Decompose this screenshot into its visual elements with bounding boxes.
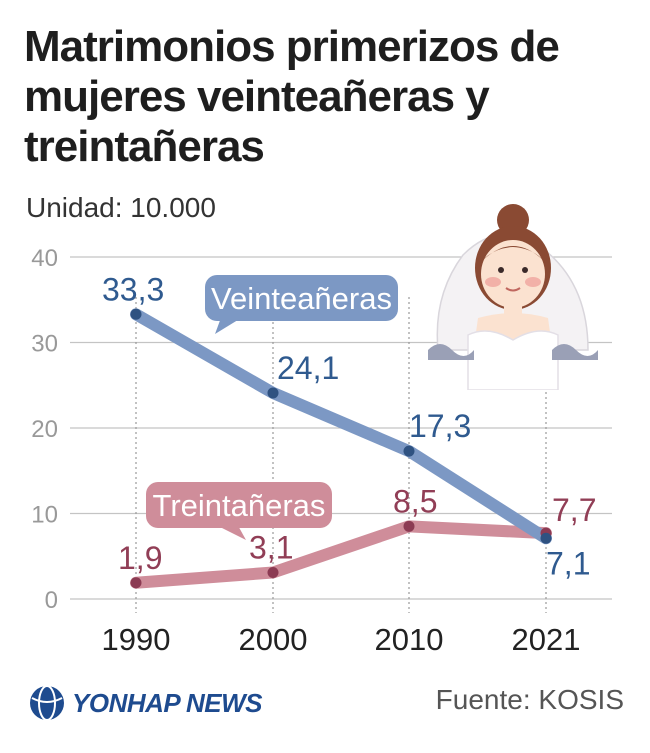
chart-title: Matrimonios primerizos de mujeres veinte… [24,22,634,172]
data-point [403,445,415,457]
legend-veinteaneras-label: Veinteañeras [211,281,392,316]
legend-treintaneras-box [146,482,332,528]
data-point [130,577,142,589]
x-tick-label: 1990 [102,622,171,657]
title-line-3: treintañeras [24,122,265,171]
y-tick-label: 0 [45,587,58,614]
data-label: 8,5 [393,483,437,519]
data-point [130,308,142,320]
data-label: 7,1 [546,545,590,581]
data-label: 24,1 [277,350,339,386]
yonhap-logo: YONHAP NEWS [28,682,263,724]
data-point [403,520,415,532]
data-point [267,387,279,399]
data-label: 1,9 [118,540,162,576]
y-tick-label: 40 [31,245,58,272]
data-label: 17,3 [409,408,471,444]
title-line-2: mujeres veinteañeras y [24,72,490,121]
data-label: 33,3 [102,271,164,307]
line-chart: 0 10 20 30 40 1990 2000 2010 2021 33,3 24,1 17,3 7,1… [31,245,612,657]
data-label: 7,7 [552,492,596,528]
legend-treintaneras-tail [210,522,246,540]
legend-treintaneras-label: Treintañeras [153,488,326,523]
data-point [267,566,279,578]
globe-icon [30,685,64,721]
y-tick-label: 30 [31,331,58,358]
unit-label: Unidad: 10.000 [26,192,216,223]
source-label: Fuente: KOSIS [435,684,624,715]
bride-illustration [428,204,598,390]
x-tick-label: 2021 [512,622,581,657]
x-tick-label: 2010 [375,622,444,657]
y-tick-label: 10 [31,502,58,529]
x-tick-label: 2000 [239,622,308,657]
legend-veinteaneras-box [205,275,398,321]
y-tick-label: 20 [31,416,58,443]
legend-veinteaneras-tail [215,315,246,334]
series-line-treintañeras [130,520,552,589]
title-line-1: Matrimonios primerizos de [24,22,560,71]
logo-text: YONHAP NEWS [72,687,263,718]
data-point [540,532,552,544]
series-line-veinteañeras [130,308,552,545]
data-label: 3,1 [249,529,293,565]
